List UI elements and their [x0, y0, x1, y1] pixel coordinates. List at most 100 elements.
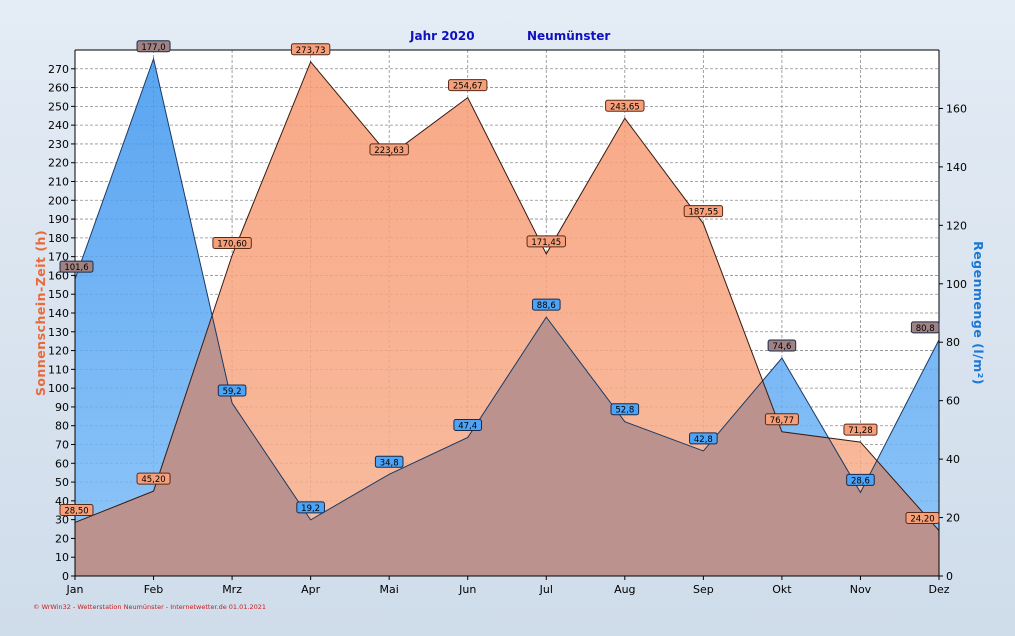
data-label-rain: 74,6 [767, 339, 797, 352]
y-tick-label-right: 80 [946, 336, 960, 349]
data-label-sunshine: 71,28 [843, 423, 878, 436]
y-tick-label-left: 70 [55, 439, 69, 452]
data-label-box [136, 40, 171, 53]
data-label-box [448, 79, 488, 92]
y-tick-label-left: 180 [48, 232, 69, 245]
y-tick-label-left: 90 [55, 401, 69, 414]
data-label-rain: 59,2 [217, 384, 247, 397]
x-tick-label: Nov [850, 583, 872, 596]
data-label-box [683, 205, 724, 218]
y-tick-label-left: 160 [48, 269, 69, 282]
y-tick-label-left: 100 [48, 382, 69, 395]
y-tick-label-left: 140 [48, 307, 69, 320]
data-label-box [453, 418, 483, 431]
x-tick-label: Okt [772, 583, 792, 596]
y-tick-label-right: 60 [946, 395, 960, 408]
x-tick-label: Feb [144, 583, 163, 596]
data-label-text: 19,2 [301, 504, 320, 514]
data-label-sunshine: 223,63 [369, 143, 409, 156]
data-label-box [767, 339, 797, 352]
data-label-text: 177,0 [141, 43, 165, 53]
series-line-sunshine [74, 60, 940, 531]
data-label-text: 52,8 [615, 406, 634, 416]
data-label-box [846, 473, 875, 486]
data-label-rain: 47,4 [453, 418, 483, 431]
y-tick-label-right: 20 [946, 512, 960, 525]
y-tick-label-left: 210 [48, 176, 69, 189]
data-label-sunshine: 170,60 [212, 237, 252, 250]
data-label-rain: 19,2 [296, 501, 325, 514]
y-tick-label-left: 200 [48, 194, 69, 207]
y-tick-label-left: 110 [48, 363, 69, 376]
data-label-text: 74,6 [772, 342, 791, 352]
y-tick-label-left: 130 [48, 326, 69, 339]
data-label-sunshine: 171,45 [526, 235, 566, 248]
data-label-rain: 42,8 [689, 432, 718, 445]
y-tick-label-left: 170 [48, 251, 69, 264]
data-label-sunshine: 45,20 [136, 472, 171, 485]
y-tick-label-left: 250 [48, 100, 69, 113]
data-label-box [605, 99, 645, 112]
data-label-text: 187,55 [688, 208, 718, 218]
y-tick-label-left: 260 [48, 82, 69, 95]
x-tick-label: Sep [693, 583, 714, 596]
data-label-sunshine: 28,50 [59, 503, 94, 516]
y-tick-label-left: 220 [48, 157, 69, 170]
data-label-rain: 52,8 [610, 403, 640, 416]
data-label-box [59, 503, 94, 516]
y-tick-label-left: 10 [55, 551, 69, 564]
data-label-box [59, 260, 94, 273]
y-tick-label-left: 240 [48, 119, 69, 132]
data-label-text: 243,65 [610, 102, 640, 112]
chart-title-year: Jahr 2020 [409, 29, 475, 43]
x-tick-label: Dez [928, 583, 949, 596]
data-label-sunshine: 187,55 [683, 205, 724, 218]
data-labels: 28,50 45,20 170,60 273,73 223,63 254,67 171,45… [59, 40, 940, 525]
data-label-text: 76,77 [770, 416, 794, 426]
x-tick-label: Apr [301, 583, 321, 596]
y-tick-label-left: 80 [55, 420, 69, 433]
y-tick-label-left: 150 [48, 288, 69, 301]
data-label-text: 223,63 [374, 146, 404, 156]
y-tick-label-right: 120 [946, 219, 967, 232]
data-label-box [217, 384, 247, 397]
y-tick-label-right: 160 [946, 102, 967, 115]
data-label-text: 59,2 [223, 387, 242, 397]
y-tick-label-left: 50 [55, 476, 69, 489]
data-label-rain: 101,6 [59, 260, 94, 273]
series-layer [74, 56, 940, 577]
y-tick-label-left: 120 [48, 345, 69, 358]
chart-title-location: Neumünster [527, 29, 610, 43]
data-label-text: 171,45 [531, 238, 561, 248]
y-tick-label-left: 60 [55, 457, 69, 470]
x-tick-label: Jan [66, 583, 84, 596]
x-tick-label: Mrz [222, 583, 242, 596]
x-tick-label: Jul [539, 583, 553, 596]
data-label-box [296, 501, 325, 514]
data-label-box [531, 298, 561, 311]
y-axis-right-label: Regenmenge (l/m²) [971, 241, 986, 385]
data-label-text: 42,8 [694, 435, 713, 445]
data-label-text: 47,4 [458, 421, 477, 431]
data-label-box [905, 512, 940, 525]
y-tick-label-left: 20 [55, 532, 69, 545]
series-line-rain [74, 56, 940, 521]
data-label-text: 101,6 [64, 263, 88, 273]
data-label-sunshine: 24,20 [905, 512, 940, 525]
data-label-box [212, 237, 252, 250]
y-tick-label-left: 230 [48, 138, 69, 151]
data-label-box [764, 413, 799, 426]
axes: 0 10 20 30 40 50 60 70 80 90 100 110 120 130 140 150 160… [48, 49, 967, 596]
data-label-box [136, 472, 171, 485]
data-label-text: 254,67 [453, 82, 483, 92]
y-axis-left-label: Sonnenschein-Zeit (h) [33, 230, 48, 396]
x-tick-label: Jun [458, 583, 476, 596]
data-label-text: 28,6 [851, 476, 870, 486]
data-label-rain: 177,0 [136, 40, 171, 53]
data-label-box [910, 321, 940, 334]
data-label-box [689, 432, 718, 445]
data-label-text: 28,50 [64, 506, 88, 516]
data-label-text: 170,60 [217, 240, 247, 250]
